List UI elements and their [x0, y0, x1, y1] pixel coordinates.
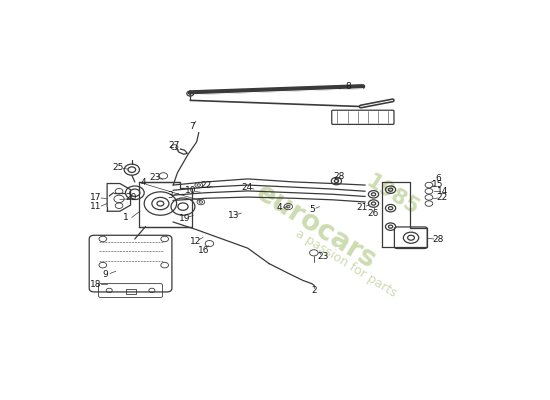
Text: 13: 13: [228, 211, 240, 220]
Text: 20: 20: [125, 193, 136, 202]
Text: 24: 24: [241, 183, 252, 192]
Text: 23: 23: [149, 174, 161, 182]
Text: 1985: 1985: [362, 172, 423, 220]
Text: 22: 22: [437, 193, 448, 202]
Text: 9: 9: [102, 270, 108, 279]
Text: 27: 27: [169, 142, 180, 150]
Text: 6: 6: [435, 174, 441, 183]
Text: 15: 15: [432, 180, 444, 189]
Text: 22: 22: [200, 180, 212, 190]
Text: 19: 19: [179, 214, 190, 222]
Text: 21: 21: [356, 203, 368, 212]
Text: 28: 28: [334, 172, 345, 181]
Text: a passion for parts: a passion for parts: [293, 227, 399, 300]
Text: 4: 4: [141, 178, 146, 188]
Text: 12: 12: [190, 237, 201, 246]
Text: 18: 18: [90, 280, 101, 289]
Text: 23: 23: [317, 252, 328, 261]
Text: eurocars: eurocars: [250, 178, 382, 275]
Text: 26: 26: [368, 209, 379, 218]
Text: 1: 1: [123, 213, 129, 222]
Text: 7: 7: [189, 122, 195, 131]
Text: 16: 16: [197, 246, 209, 255]
Text: 11: 11: [90, 202, 101, 211]
Text: 4: 4: [277, 203, 282, 212]
Text: 17: 17: [90, 193, 101, 202]
Text: 14: 14: [437, 187, 449, 196]
Bar: [126, 290, 136, 294]
Text: 3: 3: [167, 191, 173, 200]
Text: 8: 8: [345, 82, 351, 91]
Text: 5: 5: [310, 205, 316, 214]
Text: 10: 10: [184, 186, 196, 195]
Text: 28: 28: [432, 235, 443, 244]
Text: 25: 25: [112, 163, 123, 172]
Text: 2: 2: [311, 286, 317, 295]
